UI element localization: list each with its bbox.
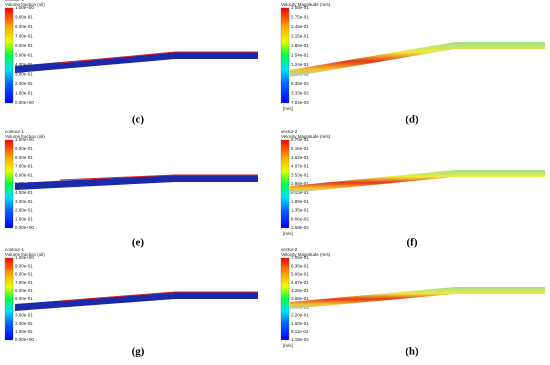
colorbar-tick-label: 1.00e+00 bbox=[15, 255, 34, 260]
colorbar-tick-label: 4.97e-01 bbox=[291, 280, 309, 285]
colorbar-tick-label: 3.00e-01 bbox=[15, 313, 33, 318]
colorbar-tick-label: 1.18e-02 bbox=[291, 337, 309, 342]
colorbar-tick-label: 1.35e-01 bbox=[291, 208, 309, 213]
colorbar-tick-label: 6.00e-01 bbox=[15, 172, 33, 177]
colorbar-tick-label: 1.00e-01 bbox=[15, 91, 33, 96]
legend-title: Volume fraction (oil) bbox=[5, 134, 45, 139]
pipe bbox=[290, 170, 545, 193]
pipe bbox=[290, 42, 545, 77]
interface bbox=[59, 174, 258, 181]
colorbar-tick-label: 1.89e-01 bbox=[291, 199, 309, 204]
pipe bbox=[15, 175, 258, 190]
colorbar-tick-label: 9.00e-01 bbox=[15, 15, 33, 20]
unit-label: [m/s] bbox=[283, 343, 293, 348]
colorbar-tick-label: 7.05e-01 bbox=[291, 255, 309, 260]
legend-title: vector-2 bbox=[281, 247, 298, 252]
colorbar-tick-label: 0.00e+00 bbox=[15, 100, 34, 105]
colorbar-tick-label: 3.53e-01 bbox=[291, 172, 309, 177]
legend-title: Volume fraction (oil) bbox=[5, 2, 45, 7]
colorbar bbox=[280, 139, 290, 229]
panel-label: (f) bbox=[407, 237, 418, 249]
legend-title: vector-2 bbox=[281, 129, 298, 134]
colorbar-tick-label: 1.50e-01 bbox=[291, 321, 309, 326]
colorbar-tick-label: 5.00e-01 bbox=[15, 53, 33, 58]
colorbar-tick-label: 2.20e-01 bbox=[291, 313, 309, 318]
panel-label: (d) bbox=[405, 114, 419, 126]
colorbar-tick-label: 8.00e-01 bbox=[15, 24, 33, 29]
colorbar-tick-label: 6.00e-01 bbox=[15, 43, 33, 48]
legend-title: contour-1 bbox=[5, 247, 25, 252]
colorbar-tick-label: 2.45e-01 bbox=[291, 24, 309, 29]
colorbar bbox=[4, 257, 14, 341]
colorbar-tick-label: 9.00e-01 bbox=[15, 146, 33, 151]
pipe bbox=[15, 292, 258, 311]
panel-label: (g) bbox=[132, 346, 145, 358]
colorbar-tick-label: 1.54e-01 bbox=[291, 53, 309, 58]
colorbar-tick-label: 1.00e-01 bbox=[15, 329, 33, 334]
colorbar-tick-label: 2.98e-01 bbox=[291, 181, 309, 186]
colorbar-tick-label: 2.00e-01 bbox=[15, 208, 33, 213]
colorbar-tick-label: 1.24e-01 bbox=[291, 62, 309, 67]
colorbar-tick-label: 8.00e-01 bbox=[15, 155, 33, 160]
colorbar-tick-label: 7.00e-01 bbox=[15, 280, 33, 285]
legend-title: Velocity Magnitude (m/s) bbox=[281, 2, 331, 7]
colorbar-tick-label: 5.00e-01 bbox=[15, 296, 33, 301]
colorbar-tick-label: 2.43e-01 bbox=[291, 190, 309, 195]
colorbar-tick-label: 0.00e+00 bbox=[15, 225, 34, 230]
colorbar-tick-label: 6.35e-02 bbox=[291, 81, 309, 86]
colorbar-tick-label: 2.00e-01 bbox=[15, 321, 33, 326]
colorbar-tick-label: 6.00e-01 bbox=[15, 288, 33, 293]
panel-label: (h) bbox=[405, 346, 419, 358]
legend-title: contour-1 bbox=[5, 0, 25, 2]
interface bbox=[59, 51, 258, 64]
colorbar-tick-label: 4.62e-01 bbox=[291, 155, 309, 160]
colorbar-tick-label: 3.00e-01 bbox=[15, 199, 33, 204]
pipe bbox=[290, 287, 545, 309]
panel-label: (e) bbox=[132, 237, 145, 249]
colorbar-tick-label: 8.00e-01 bbox=[15, 272, 33, 277]
colorbar-tick-label: 8.06e-02 bbox=[291, 216, 309, 221]
colorbar-tick-label: 3.00e-01 bbox=[15, 72, 33, 77]
colorbar-tick-label: 1.00e+00 bbox=[15, 5, 34, 10]
colorbar-tick-label: 6.36e-01 bbox=[291, 263, 309, 268]
colorbar bbox=[280, 7, 290, 104]
colorbar-tick-label: 2.75e-01 bbox=[291, 15, 309, 20]
colorbar-tick-label: 4.00e-01 bbox=[15, 190, 33, 195]
colorbar-tick-label: 5.66e-01 bbox=[291, 272, 309, 277]
colorbar-tick-label: 2.15e-01 bbox=[291, 34, 309, 39]
legend-title: contour-1 bbox=[5, 129, 25, 134]
colorbar-tick-label: 5.70e-01 bbox=[291, 137, 309, 142]
colorbar-tick-label: 1.00e-01 bbox=[15, 216, 33, 221]
colorbar-tick-label: 3.08e-01 bbox=[291, 5, 309, 10]
colorbar-tick-label: 2.00e-01 bbox=[15, 81, 33, 86]
colorbar-tick-label: 4.28e-01 bbox=[291, 288, 309, 293]
colorbar-tick-label: 7.04e-03 bbox=[291, 100, 309, 105]
colorbar bbox=[4, 7, 14, 104]
colorbar-tick-label: 2.58e-02 bbox=[291, 225, 309, 230]
legend-title: Volume fraction (oil) bbox=[5, 252, 45, 257]
pipe bbox=[15, 52, 258, 73]
unit-label: [m/s] bbox=[283, 231, 293, 236]
colorbar bbox=[4, 139, 14, 229]
unit-label: [m/s] bbox=[283, 106, 293, 111]
legend-title: Velocity Magnitude (m/s) bbox=[281, 252, 331, 257]
colorbar-tick-label: 4.00e-01 bbox=[15, 62, 33, 67]
colorbar-tick-label: 1.85e-01 bbox=[291, 43, 309, 48]
colorbar bbox=[280, 257, 290, 341]
legend-title: Velocity Magnitude (m/s) bbox=[281, 134, 331, 139]
colorbar-tick-label: 8.11e-02 bbox=[291, 329, 309, 334]
colorbar-tick-label: 9.00e-01 bbox=[15, 263, 33, 268]
interface bbox=[59, 291, 258, 302]
colorbar-tick-label: 7.00e-01 bbox=[15, 164, 33, 169]
colorbar-tick-label: 3.58e-01 bbox=[291, 296, 309, 301]
colorbar-tick-label: 4.07e-01 bbox=[291, 164, 309, 169]
colorbar-tick-label: 7.00e-01 bbox=[15, 34, 33, 39]
colorbar-tick-label: 1.00e+00 bbox=[15, 137, 34, 142]
colorbar-tick-label: 5.16e-01 bbox=[291, 146, 309, 151]
panel-label: (c) bbox=[132, 114, 145, 126]
colorbar-tick-label: 3.33e-02 bbox=[291, 91, 309, 96]
colorbar-tick-label: 0.00e+00 bbox=[15, 337, 34, 342]
